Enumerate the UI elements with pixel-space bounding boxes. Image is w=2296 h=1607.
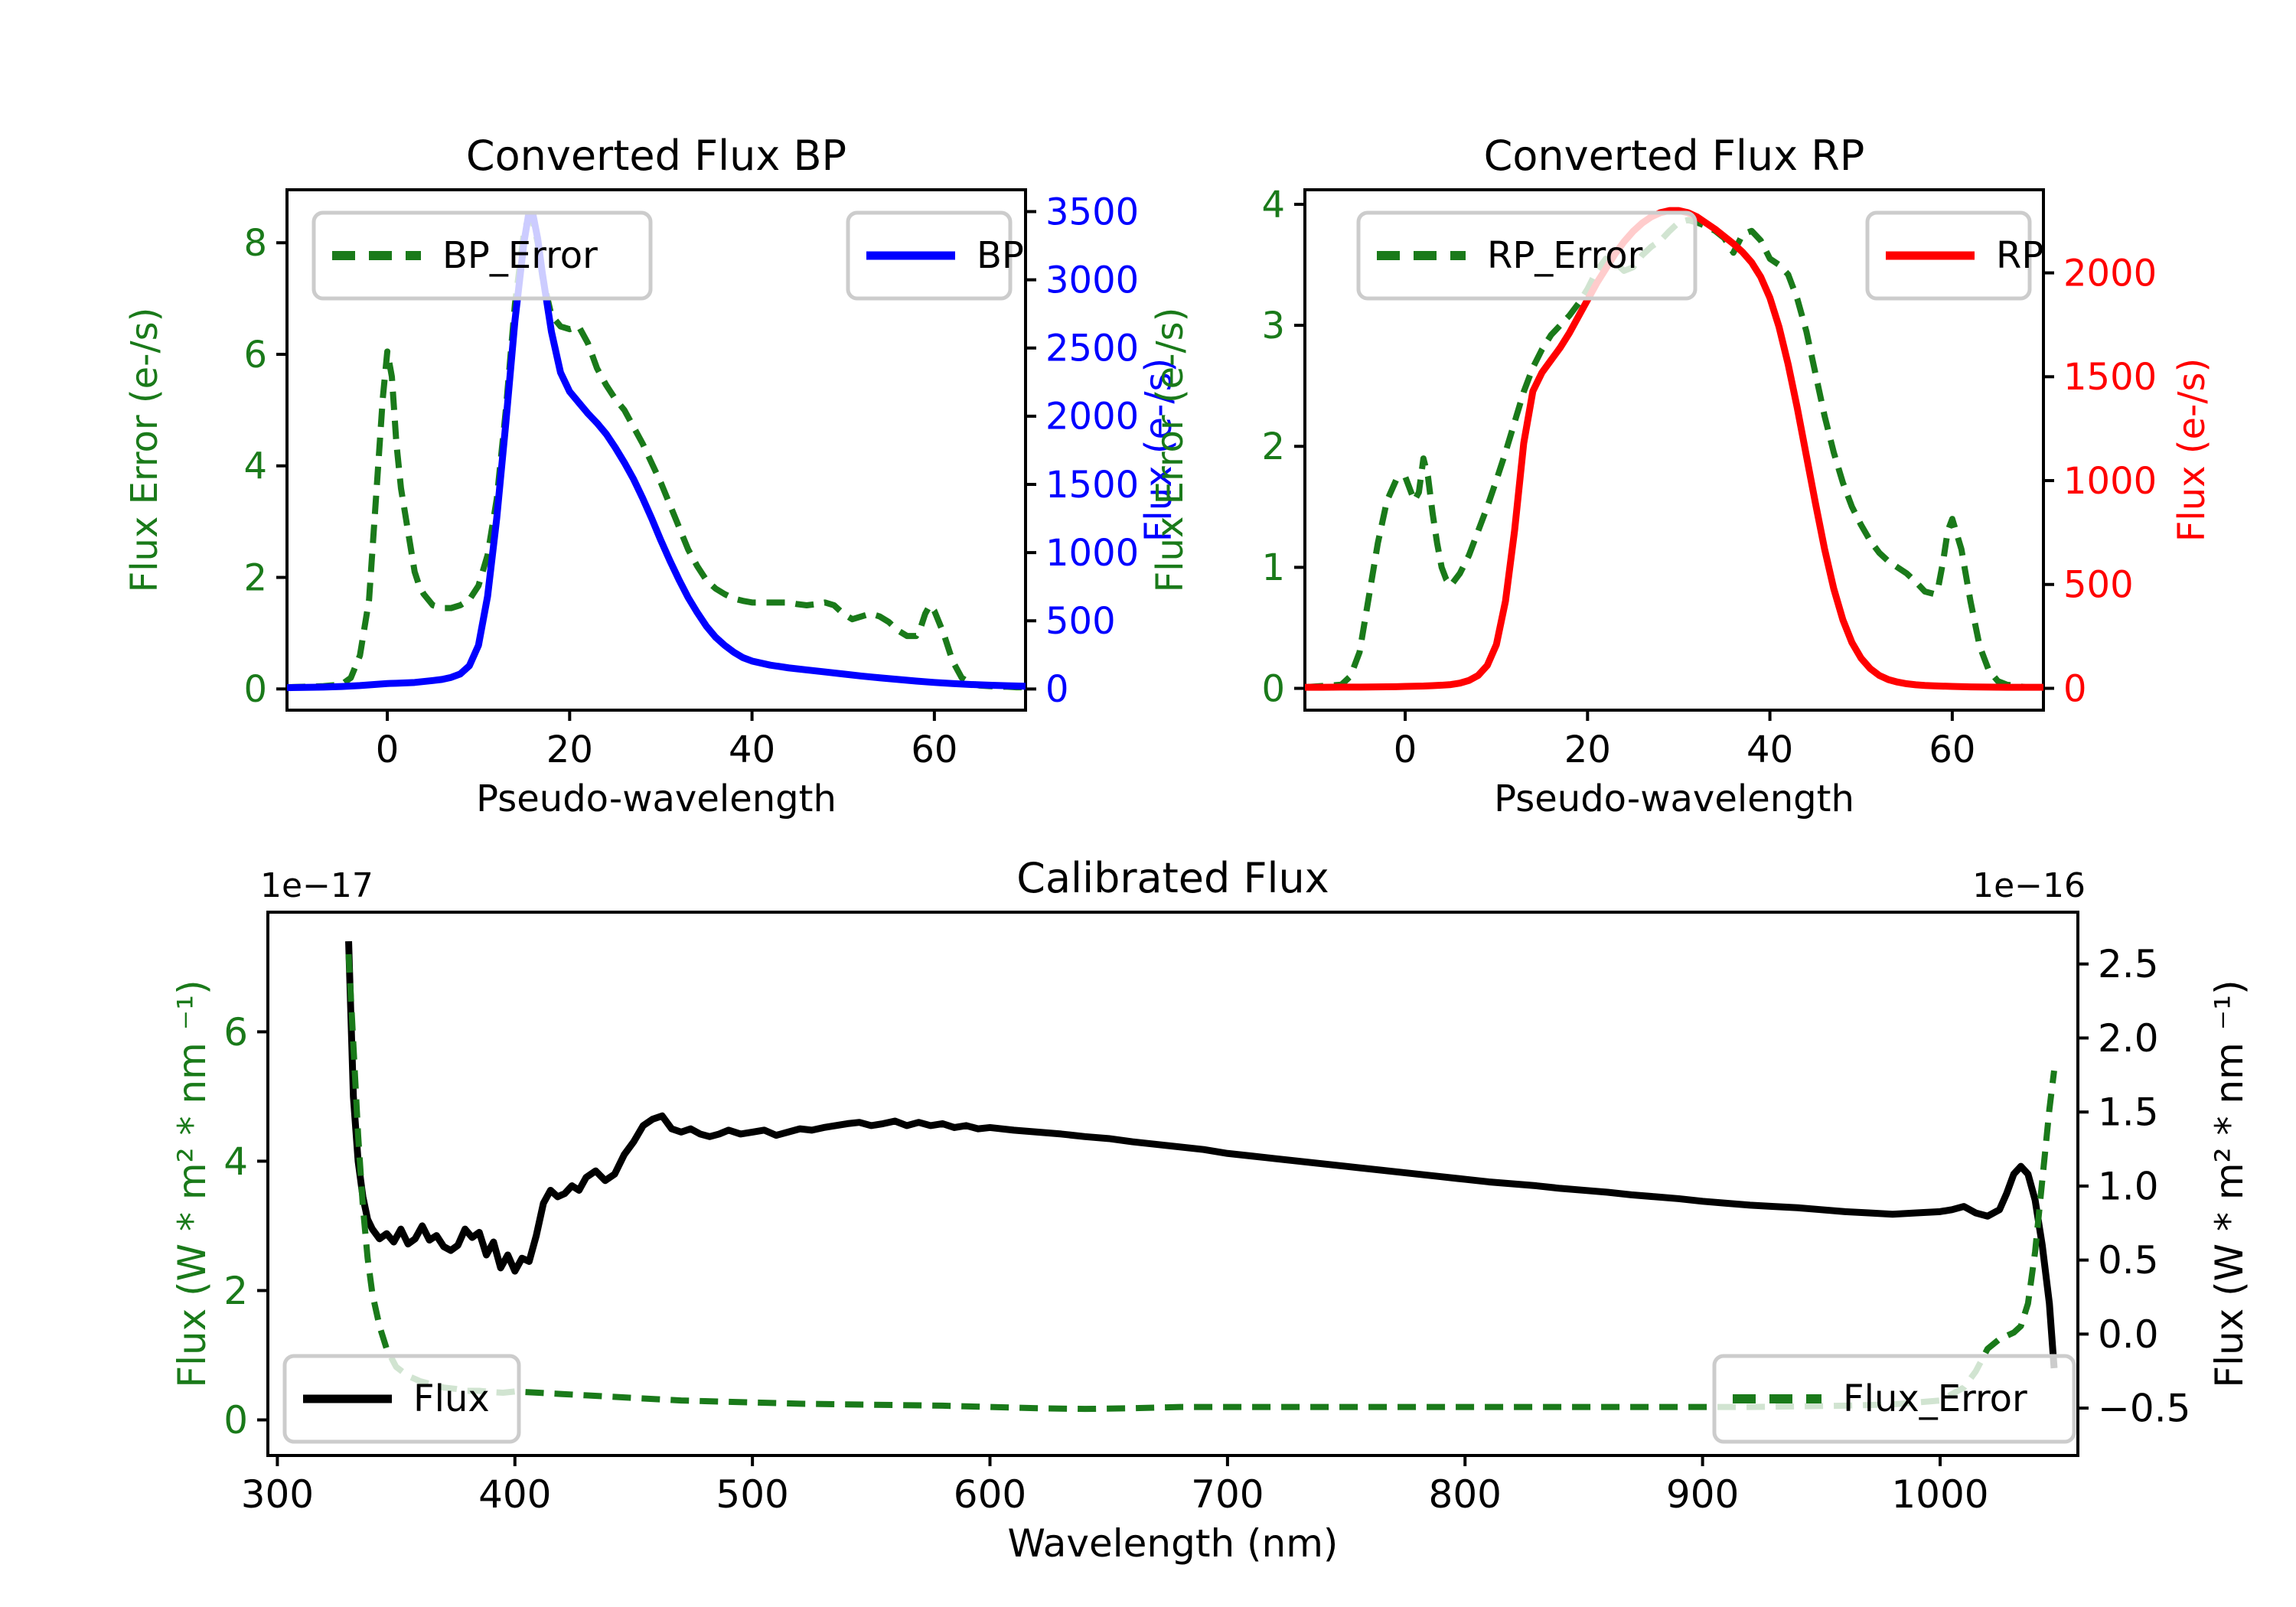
series-bp-line [287, 210, 1026, 692]
y-right-tick-label: 1.0 [2098, 1164, 2159, 1208]
panel-title: Converted Flux RP [1484, 132, 1865, 180]
y-right-tick-label: 0.5 [2098, 1238, 2159, 1283]
panel-converted-flux-bp: 0 20 40 60 Pseudo-wavelength 0 2 4 6 8 Flux Error … [123, 132, 1180, 820]
y-left-tick-label: 1 [1261, 546, 1285, 589]
legend-label: Flux_Error [1843, 1377, 2027, 1420]
x-tick-label: 900 [1666, 1472, 1739, 1517]
series-bp-error-line [287, 214, 1026, 691]
y-left-tick-label: 2 [223, 1269, 248, 1313]
y-left-tick-label: 6 [243, 334, 267, 376]
y-left-axis-label: Flux Error (e-/s) [123, 308, 166, 593]
y-right-tick-label: 1.5 [2098, 1090, 2159, 1135]
y-left-tick-label: 6 [223, 1010, 248, 1054]
y-right-tick-label: 1000 [2063, 460, 2157, 503]
y-right-tick-label: 2500 [1045, 328, 1139, 370]
x-axis-label: Pseudo-wavelength [476, 777, 837, 820]
y-left-axis-label: Flux Error (e-/s) [1149, 308, 1192, 593]
y-right-tick-label: 2000 [2063, 252, 2157, 295]
x-axis-label: Wavelength (nm) [1008, 1521, 1339, 1566]
legend-bp-error: BP_Error [311, 210, 653, 301]
legend-label: RP [1996, 234, 2043, 277]
x-tick-label: 0 [376, 729, 400, 771]
y-right-tick-label: 0.0 [2098, 1312, 2159, 1357]
y-left-tick-label: 4 [243, 445, 267, 488]
series-flux-error-line [345, 953, 2057, 1413]
x-tick-label: 60 [1929, 729, 1975, 771]
y-left-tick-label: 0 [243, 668, 267, 711]
legend-label: BP_Error [442, 234, 598, 277]
x-axis-label: Pseudo-wavelength [1494, 777, 1854, 820]
x-tick-label: 500 [716, 1472, 788, 1517]
x-tick-label: 0 [1394, 729, 1417, 771]
y-right-axis-label: Flux (W * m² * nm ⁻¹) [2207, 980, 2252, 1387]
y-left-axis-label: Flux (W * m² * nm ⁻¹) [170, 980, 214, 1387]
y-left-tick-label: 2 [243, 556, 267, 599]
panel-title: Converted Flux BP [466, 132, 846, 180]
y-right-tick-label: 2.5 [2098, 942, 2159, 986]
legend-rp-error: RP_Error [1356, 210, 1698, 301]
x-tick-label: 1000 [1891, 1472, 1988, 1517]
x-tick-label: 40 [1746, 729, 1793, 771]
x-tick-label: 300 [241, 1472, 314, 1517]
y-left-tick-label: 3 [1261, 305, 1285, 347]
series-flux-line [345, 940, 2058, 1369]
series-rp-line [1305, 207, 2043, 691]
panel-converted-flux-bp-curves [287, 210, 1026, 692]
y-left-tick-label: 0 [1261, 667, 1285, 710]
panel-title: Calibrated Flux [1016, 854, 1329, 902]
x-tick-label: 700 [1191, 1472, 1264, 1517]
panel-calibrated-flux-curves [345, 940, 2058, 1413]
y-right-tick-label: 1000 [1045, 532, 1139, 575]
panel-converted-flux-rp: 0 20 40 60 Pseudo-wavelength 0 1 2 3 4 Flux Error … [1149, 132, 2213, 820]
y-left-tick-label: 8 [243, 222, 267, 265]
y-right-tick-label: 500 [1045, 600, 1116, 643]
y-right-tick-label: 1500 [1045, 464, 1139, 507]
y-right-tick-label: 2000 [1045, 396, 1139, 438]
x-tick-label: 400 [478, 1472, 551, 1517]
legend-box [1712, 1354, 2076, 1444]
y-right-tick-label: 0 [1045, 668, 1069, 711]
panel-calibrated-flux: 300 400 500 600 700 800 900 1000 Wavelength (nm)… [170, 854, 2252, 1566]
y-right-tick-label: 3000 [1045, 259, 1139, 302]
y-left-tick-label: 4 [1261, 184, 1285, 227]
y-right-tick-label: 0 [2063, 667, 2087, 710]
legend-box [1356, 210, 1698, 301]
x-tick-label: 60 [911, 729, 957, 771]
y-left-tick-label: 4 [223, 1139, 248, 1184]
x-tick-label: 40 [729, 729, 775, 771]
y-left-tick-label: 0 [223, 1398, 248, 1442]
y-right-tick-label: 1500 [2063, 356, 2157, 399]
y-right-tick-label: 3500 [1045, 191, 1139, 233]
legend-label: RP_Error [1487, 234, 1643, 277]
legend-box [311, 210, 653, 301]
x-tick-label: 800 [1429, 1472, 1502, 1517]
x-tick-label: 600 [954, 1472, 1026, 1517]
legend-bp: BP [846, 210, 1024, 301]
legend-rp: RP [1865, 210, 2043, 301]
y-right-axis-label: Flux (e-/s) [1137, 358, 1180, 543]
left-offset-text: 1e−17 [260, 866, 373, 905]
y-right-tick-label: 2.0 [2098, 1016, 2159, 1061]
x-tick-label: 20 [546, 729, 593, 771]
legend-flux: Flux [282, 1354, 521, 1444]
y-right-axis-label: Flux (e-/s) [2170, 358, 2213, 543]
x-tick-label: 20 [1564, 729, 1611, 771]
y-left-tick-label: 2 [1261, 425, 1285, 468]
legend-box [282, 1354, 521, 1444]
legend-label: BP [977, 234, 1024, 277]
right-offset-text: 1e−16 [1972, 866, 2086, 905]
y-right-tick-label: −0.5 [2098, 1387, 2190, 1431]
legend-flux-error: Flux_Error [1712, 1354, 2076, 1444]
legend-label: Flux [413, 1377, 490, 1420]
y-right-tick-label: 500 [2063, 564, 2134, 607]
